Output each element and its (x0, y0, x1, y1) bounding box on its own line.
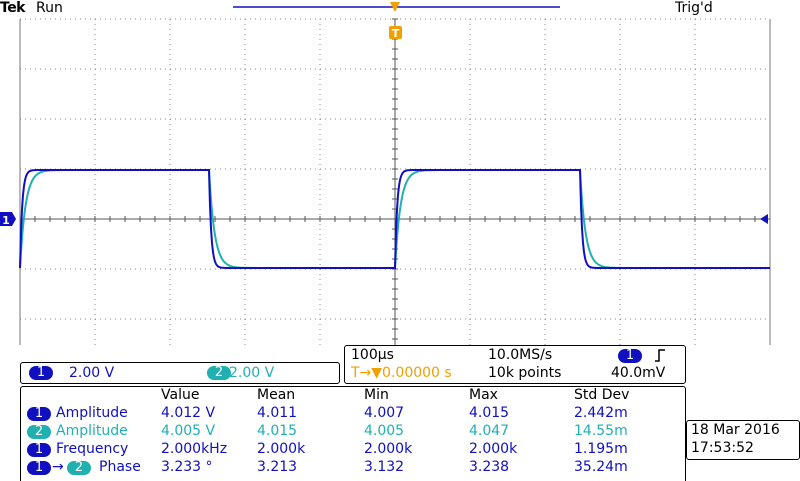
channel-badge: 1 (27, 443, 51, 457)
measurement-cell: 3.213 (257, 459, 298, 475)
channel-badge: 1 (27, 407, 51, 421)
column-header-mean: Mean (257, 387, 296, 403)
ch1-scale: 2.00 V (69, 365, 115, 381)
ch1-ground-marker: 1 (0, 212, 16, 227)
measurement-cell: 4.047 (469, 423, 510, 439)
measurement-cell: 2.442m (574, 405, 628, 421)
measurement-row[interactable]: 1 Amplitude 4.012 V 4.011 4.007 4.015 2.442m (21, 405, 685, 423)
sample-rate: 10.0MS/s (488, 347, 553, 363)
time-display: 17:53:52 (691, 440, 754, 456)
measurement-name: Phase (99, 459, 141, 475)
column-header-max: Max (469, 387, 498, 403)
measurement-row[interactable]: 1 Frequency 2.000kHz 2.000k 2.000k 2.000k 1.19… (21, 441, 685, 459)
measurement-name: Frequency (56, 441, 129, 457)
graticule (19, 18, 771, 345)
column-header-value: Value (161, 387, 200, 403)
measurement-row[interactable]: 1 → 2 Phase 3.233 ° 3.213 3.132 3.238 35.24m (21, 459, 685, 477)
measurement-cell: 2.000k (469, 441, 518, 457)
measurement-cell: 4.015 (257, 423, 298, 439)
trigger-status: Trig'd (675, 0, 713, 16)
ch1-waveform (19, 169, 770, 269)
measurement-cell: 4.015 (469, 405, 510, 421)
measurement-cell: 1.195m (574, 441, 628, 457)
measurement-cell: 4.012 V (161, 405, 216, 421)
measurement-table: Value Mean Min Max Std Dev 1 Amplitude 4.0… (20, 386, 686, 481)
brand-logo: Tek (0, 0, 26, 16)
svg-text:1: 1 (2, 214, 10, 227)
channel-badge: 2 (27, 425, 51, 439)
rising-edge-icon (655, 349, 665, 362)
trigger-position: T→▼0.00000 s (351, 365, 452, 381)
measurement-row[interactable]: 2 Amplitude 4.005 V 4.015 4.005 4.047 14.55m (21, 423, 685, 441)
measurement-cell: 4.005 (364, 423, 405, 439)
measurement-cell: 35.24m (574, 459, 628, 475)
waveform-display: T 1 (0, 2, 771, 345)
channel-scale-panel: 1 2.00 V 2 2.00 V (20, 362, 340, 384)
arrow-icon: → (52, 459, 64, 475)
channel-badge-2: 2 (67, 461, 91, 475)
date-display: 18 Mar 2016 (691, 422, 780, 438)
run-status: Run (36, 0, 63, 16)
measurement-cell: 14.55m (574, 423, 628, 439)
record-length: 10k points (488, 365, 562, 381)
channel-badge: 1 (27, 461, 51, 475)
measurement-cell: 4.005 V (161, 423, 216, 439)
measurement-cell: 3.238 (469, 459, 510, 475)
measurement-cell: 2.000k (257, 441, 306, 457)
timebase-panel: 100µs 10.0MS/s 1 T→▼0.00000 s 10k points… (344, 345, 686, 384)
datetime-panel: 18 Mar 2016 17:53:52 (686, 420, 800, 460)
measurement-header-row: Value Mean Min Max Std Dev (21, 387, 685, 405)
trigger-level: 40.0mV (611, 365, 666, 381)
measurement-cell: 3.132 (364, 459, 405, 475)
svg-text:T: T (392, 27, 400, 40)
measurement-cell: 3.233 ° (161, 459, 213, 475)
ch2-badge[interactable]: 2 (207, 366, 231, 380)
trigger-source-badge[interactable]: 1 (618, 349, 642, 363)
measurement-cell: 4.007 (364, 405, 405, 421)
measurement-name: Amplitude (56, 405, 128, 421)
ch2-scale: 2.00 V (229, 365, 275, 381)
horizontal-scale: 100µs (351, 347, 394, 363)
column-header-min: Min (364, 387, 389, 403)
measurement-name: Amplitude (56, 423, 128, 439)
ch1-badge[interactable]: 1 (29, 366, 53, 380)
measurement-cell: 2.000k (364, 441, 413, 457)
column-header-stddev: Std Dev (574, 387, 630, 403)
measurement-cell: 2.000kHz (161, 441, 228, 457)
trigger-position-marker: T (389, 2, 402, 40)
trigger-level-marker (760, 214, 768, 224)
measurement-cell: 4.011 (257, 405, 298, 421)
